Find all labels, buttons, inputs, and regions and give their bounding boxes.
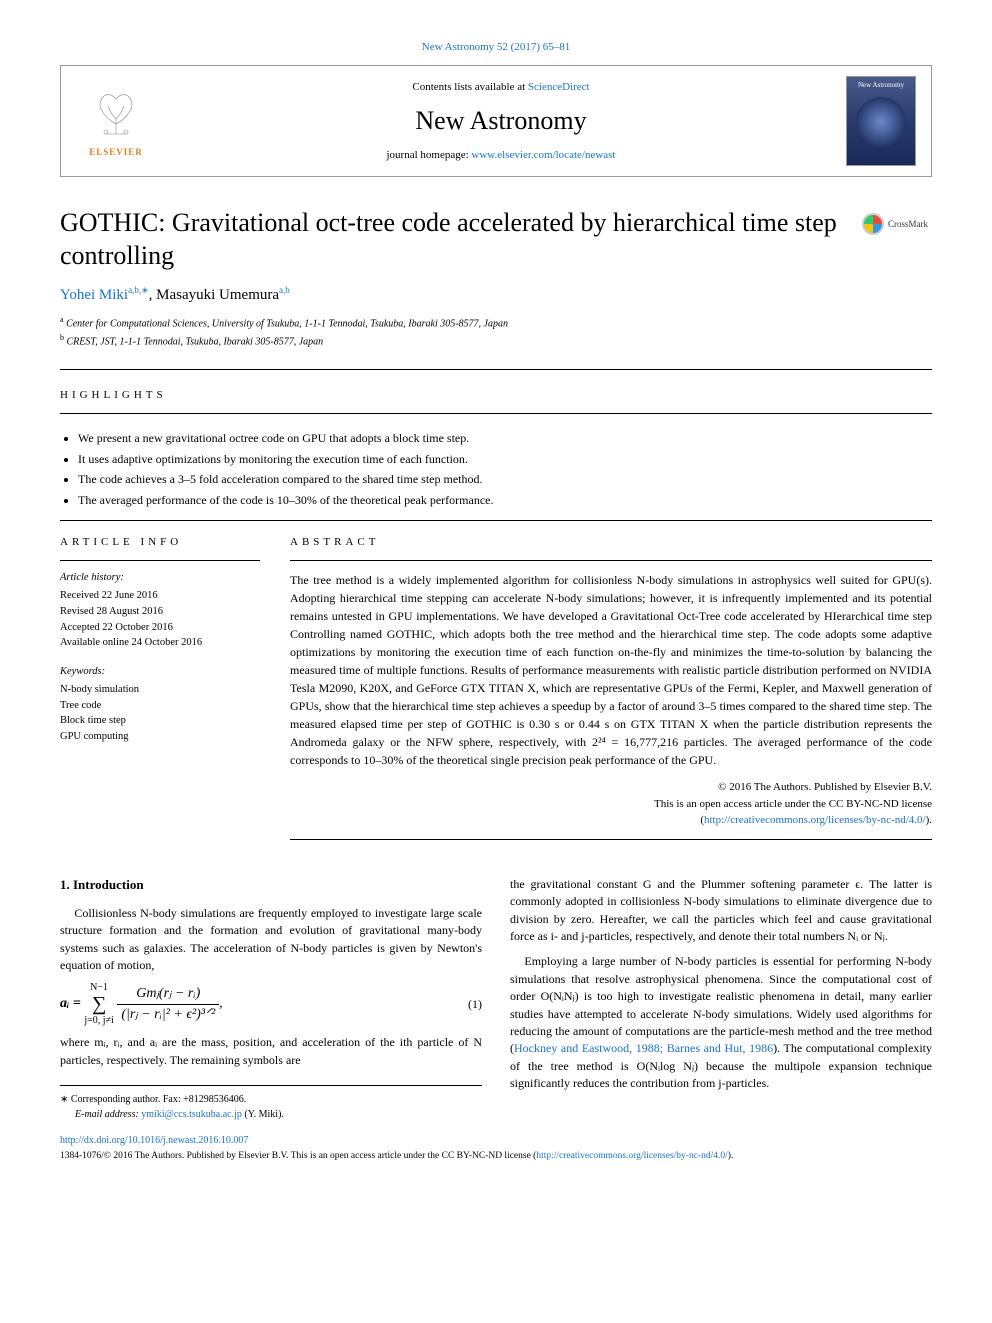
- authors: Yohei Mikia,b,∗, Masayuki Umemuraa,b: [60, 284, 932, 306]
- copyright-line-2: This is an open access article under the…: [290, 796, 932, 813]
- crossmark-badge[interactable]: CrossMark: [862, 213, 932, 235]
- intro-p4: Employing a large number of N-body parti…: [510, 953, 932, 1092]
- citation-link[interactable]: Hockney and Eastwood, 1988; Barnes and H…: [514, 1041, 773, 1055]
- keywords-label: Keywords:: [60, 665, 260, 680]
- rule: [290, 560, 932, 561]
- eq-lhs: aᵢ =: [60, 997, 84, 1012]
- left-column: 1. Introduction Collisionless N-body sim…: [60, 876, 482, 1122]
- homepage-prefix: journal homepage:: [387, 149, 472, 161]
- sciencedirect-link[interactable]: ScienceDirect: [528, 81, 590, 93]
- equation-1: aᵢ = N−1 ∑ j=0, j≠i Gmⱼ(rⱼ − rᵢ) (|rⱼ − …: [60, 982, 482, 1026]
- author-2: , Masayuki Umemura: [149, 287, 279, 303]
- doi-line: http://dx.doi.org/10.1016/j.newast.2016.…: [60, 1134, 932, 1148]
- issn-copyright-line: 1384-1076/© 2016 The Authors. Published …: [60, 1150, 932, 1163]
- affiliations: a Center for Computational Sciences, Uni…: [60, 314, 932, 349]
- highlights-label: HIGHLIGHTS: [60, 388, 932, 403]
- email-link[interactable]: ymiki@ccs.tsukuba.ac.jp: [141, 1109, 242, 1120]
- paper-title: GOTHIC: Gravitational oct-tree code acce…: [60, 207, 842, 272]
- section-heading: 1. Introduction: [60, 876, 482, 895]
- online-date: Available online 24 October 2016: [60, 635, 260, 651]
- corresponding-author: ∗ Corresponding author. Fax: +8129853640…: [60, 1092, 482, 1107]
- article-info-label: ARTICLE INFO: [60, 535, 260, 550]
- rule: [60, 520, 932, 521]
- rule: [60, 560, 260, 561]
- denominator: (|rⱼ − rᵢ|² + ϵ²)³ᐟ²: [117, 1005, 219, 1025]
- email-suffix: (Y. Miki).: [242, 1109, 284, 1120]
- affiliation-a: Center for Computational Sciences, Unive…: [64, 319, 508, 330]
- abstract-label: ABSTRACT: [290, 535, 932, 550]
- highlights-list: We present a new gravitational octree co…: [60, 428, 932, 510]
- journal-ref-link[interactable]: New Astronomy 52 (2017) 65–81: [422, 41, 571, 53]
- homepage-line: journal homepage: www.elsevier.com/locat…: [156, 148, 846, 163]
- accepted-date: Accepted 22 October 2016: [60, 620, 260, 636]
- footnotes: ∗ Corresponding author. Fax: +8129853640…: [60, 1085, 482, 1122]
- right-column: the gravitational constant G and the Plu…: [510, 876, 932, 1122]
- cover-title: New Astronomy: [858, 81, 904, 91]
- contents-line: Contents lists available at ScienceDirec…: [156, 80, 846, 95]
- journal-ref-top: New Astronomy 52 (2017) 65–81: [60, 40, 932, 55]
- crossmark-label: CrossMark: [888, 218, 928, 231]
- keyword: GPU computing: [60, 729, 260, 745]
- cc-license-link-bottom[interactable]: http://creativecommons.org/licenses/by-n…: [536, 1151, 727, 1161]
- affiliation-b: CREST, JST, 1-1-1 Tennodai, Tsukuba, Iba…: [64, 336, 323, 347]
- copyright-line-1: © 2016 The Authors. Published by Elsevie…: [290, 779, 932, 796]
- author-1[interactable]: Yohei Miki: [60, 287, 128, 303]
- abstract: ABSTRACT The tree method is a widely imp…: [290, 535, 932, 854]
- email-label: E-mail address:: [75, 1109, 141, 1120]
- rule: [290, 839, 932, 840]
- doi-link[interactable]: http://dx.doi.org/10.1016/j.newast.2016.…: [60, 1135, 248, 1146]
- highlight-item: The code achieves a 3–5 fold acceleratio…: [78, 469, 932, 489]
- intro-p2: where mᵢ, rᵢ, and aᵢ are the mass, posit…: [60, 1034, 482, 1069]
- rule: [60, 369, 932, 370]
- issn-text-a: 1384-1076/© 2016 The Authors. Published …: [60, 1151, 536, 1161]
- numerator: Gmⱼ(rⱼ − rᵢ): [117, 984, 219, 1005]
- keyword: Tree code: [60, 698, 260, 714]
- cover-graphic-icon: [856, 97, 906, 147]
- sum-lower: j=0, j≠i: [84, 1015, 113, 1026]
- intro-p1: Collisionless N-body simulations are fre…: [60, 905, 482, 975]
- fraction: Gmⱼ(rⱼ − rᵢ) (|rⱼ − rᵢ|² + ϵ²)³ᐟ²: [117, 984, 219, 1026]
- keyword: Block time step: [60, 713, 260, 729]
- equation-number: (1): [452, 996, 482, 1013]
- eq-tail: ,: [219, 997, 223, 1012]
- journal-name: New Astronomy: [156, 103, 846, 139]
- highlight-item: We present a new gravitational octree co…: [78, 428, 932, 448]
- sum-symbol: N−1 ∑ j=0, j≠i: [84, 982, 113, 1026]
- contents-prefix: Contents lists available at: [412, 81, 527, 93]
- highlight-item: It uses adaptive optimizations by monito…: [78, 449, 932, 469]
- article-info: ARTICLE INFO Article history: Received 2…: [60, 535, 260, 854]
- cc-license-link[interactable]: http://creativecommons.org/licenses/by-n…: [704, 814, 926, 826]
- elsevier-logo: ELSEVIER: [76, 81, 156, 161]
- intro-p3: the gravitational constant G and the Plu…: [510, 876, 932, 946]
- highlight-item: The averaged performance of the code is …: [78, 490, 932, 510]
- journal-cover-thumbnail: New Astronomy: [846, 76, 916, 166]
- sigma-icon: ∑: [84, 993, 113, 1015]
- received-date: Received 22 June 2016: [60, 588, 260, 604]
- history-label: Article history:: [60, 571, 260, 586]
- copyright-block: © 2016 The Authors. Published by Elsevie…: [290, 779, 932, 829]
- sum-upper: N−1: [90, 982, 108, 993]
- author-1-sup: a,b,∗: [128, 285, 149, 295]
- elsevier-tree-icon: [86, 84, 146, 146]
- issn-text-b: ).: [728, 1151, 734, 1161]
- rule: [60, 413, 932, 414]
- journal-header: ELSEVIER Contents lists available at Sci…: [60, 65, 932, 177]
- keyword: N-body simulation: [60, 682, 260, 698]
- crossmark-icon: [862, 213, 884, 235]
- paren-close: ).: [926, 814, 932, 826]
- body-columns: 1. Introduction Collisionless N-body sim…: [60, 876, 932, 1122]
- homepage-link[interactable]: www.elsevier.com/locate/newast: [471, 149, 615, 161]
- abstract-text: The tree method is a widely implemented …: [290, 571, 932, 769]
- author-2-sup: a,b: [279, 285, 290, 295]
- revised-date: Revised 28 August 2016: [60, 604, 260, 620]
- elsevier-label: ELSEVIER: [89, 146, 143, 159]
